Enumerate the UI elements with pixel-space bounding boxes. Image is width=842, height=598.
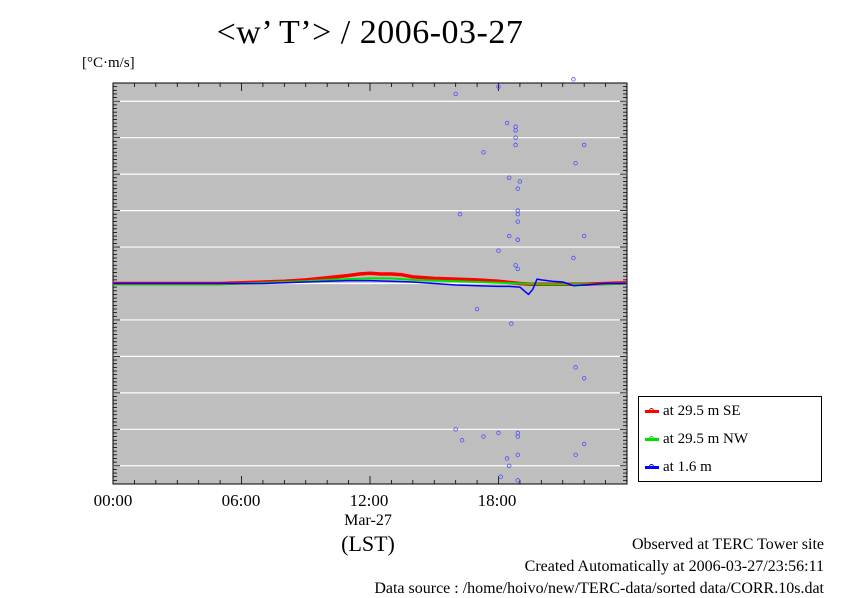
scatter-point	[504, 456, 510, 461]
series-line	[113, 278, 627, 296]
scatter-point	[571, 255, 576, 261]
scatter-point	[459, 438, 465, 443]
scatter-point	[507, 233, 512, 239]
x-tick-label-0600: 06:00	[221, 491, 261, 510]
legend-item-29-5m-nw: at 29.5 m NW	[645, 429, 748, 449]
legend-item-29-5m-se: at 29.5 m SE	[645, 401, 741, 421]
scatter-point	[573, 452, 578, 458]
scatter-point	[515, 452, 520, 458]
legend-swatch-red	[645, 407, 659, 413]
series-lines	[113, 271, 628, 296]
chart-title: <w’ T’> / 2006-03-27	[216, 14, 524, 51]
scatter-point	[581, 441, 587, 447]
x-axis-date-label: Mar-27	[344, 512, 392, 529]
scatter-point	[513, 135, 518, 140]
x-tick-label-1200: 12:00	[349, 491, 389, 510]
scatter-point	[515, 478, 520, 483]
scatter-point	[453, 427, 458, 432]
y-axis-ticks	[113, 82, 627, 485]
legend-swatch-blue	[645, 463, 659, 469]
scatter-point	[453, 91, 458, 97]
x-axis-ticks	[112, 83, 628, 484]
legend-label: at 1.6 m	[663, 458, 712, 475]
footer-observed: Observed at TERC Tower site	[631, 536, 824, 553]
scatter-point	[504, 120, 510, 126]
scatter-point	[513, 124, 518, 129]
x-axis-timezone-label: (LST)	[341, 531, 395, 556]
scatter-point	[496, 430, 501, 436]
legend: at 29.5 m SE at 29.5 m NW at 1.6 m	[638, 396, 822, 482]
scatter-point	[517, 179, 523, 184]
scatter-point	[481, 150, 486, 155]
scatter-point	[515, 186, 520, 191]
x-tick-label-1800: 18:00	[477, 491, 517, 510]
scatter-point	[507, 463, 512, 468]
legend-item-1-6m: at 1.6 m	[645, 457, 712, 477]
scatter-point	[481, 434, 486, 439]
scatter-point	[513, 263, 518, 268]
scatter-point	[496, 84, 501, 89]
scatter-point	[515, 219, 520, 224]
scatter-point	[581, 376, 587, 381]
scatter-point	[513, 142, 518, 148]
footer-created: Created Automatically at 2006-03-27/23:5…	[524, 558, 824, 575]
scatter-point	[581, 142, 587, 148]
scatter-point	[573, 365, 578, 370]
legend-label: at 29.5 m NW	[663, 430, 748, 447]
scatter-point	[507, 175, 512, 180]
legend-swatch-green	[645, 435, 659, 441]
scatter-point	[573, 160, 578, 166]
scatter-point	[571, 77, 576, 82]
scatter-point	[496, 248, 501, 253]
scatter-point	[581, 233, 587, 239]
scatter-point	[515, 434, 520, 439]
scatter-point	[515, 266, 520, 272]
scatter-points	[453, 77, 587, 483]
scatter-point	[498, 474, 503, 479]
scatter-point	[457, 212, 463, 217]
legend-label: at 29.5 m SE	[663, 402, 741, 419]
scatter-point	[515, 212, 520, 217]
scatter-point	[474, 306, 480, 312]
y-axis-unit-label: [°C·m/s]	[82, 55, 135, 71]
scatter-point	[509, 321, 514, 326]
scatter-point	[515, 237, 520, 242]
footer-source: Data source : /home/hoivo/new/TERC-data/…	[374, 580, 824, 597]
x-tick-label-0000: 00:00	[93, 491, 133, 510]
grid-lines	[113, 100, 627, 467]
